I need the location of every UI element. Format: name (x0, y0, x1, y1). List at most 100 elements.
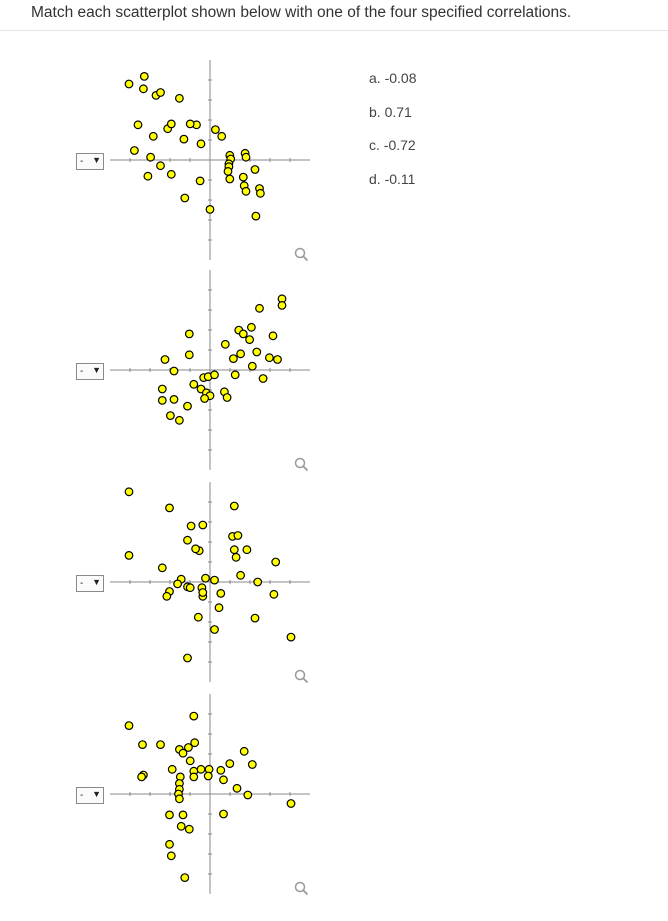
data-point (253, 577, 263, 587)
data-point (238, 172, 248, 182)
data-point (273, 355, 282, 364)
chevron-down-icon: ▼ (92, 365, 101, 375)
magnifier-handle (302, 255, 309, 262)
data-point (146, 152, 155, 162)
data-point (184, 329, 194, 339)
data-point (157, 384, 167, 394)
data-point (229, 545, 239, 555)
data-point (241, 152, 251, 162)
magnifier-lens (294, 669, 306, 681)
data-point (124, 487, 134, 497)
data-point (183, 401, 192, 411)
data-point (193, 612, 203, 622)
data-point (203, 771, 213, 781)
instruction-text: Match each scatterplot shown below with … (31, 4, 572, 21)
data-point (167, 764, 177, 774)
data-point (236, 349, 246, 359)
correlation-select-4[interactable]: - ▼ (76, 787, 104, 804)
correlation-select-3[interactable]: - ▼ (76, 575, 104, 592)
data-point (184, 350, 194, 360)
data-point (241, 186, 251, 196)
data-point (178, 748, 188, 758)
header-divider (0, 30, 668, 31)
data-point (173, 579, 182, 589)
data-point (252, 347, 262, 357)
magnifier-lens (294, 881, 306, 893)
answer-list: a. -0.08 b. 0.71 c. -0.72 d. -0.11 (369, 70, 416, 204)
data-point (183, 535, 192, 545)
data-point (162, 591, 172, 601)
data-point (277, 301, 287, 310)
data-point (196, 764, 206, 774)
data-point (251, 211, 261, 221)
scatterplot-3 (110, 477, 310, 687)
data-point (216, 765, 226, 775)
data-point (228, 354, 238, 363)
data-point (174, 794, 184, 804)
data-point (247, 361, 257, 371)
data-point (178, 810, 188, 820)
data-point (245, 335, 255, 344)
data-point (156, 161, 165, 171)
data-point (137, 772, 147, 782)
data-point (166, 119, 176, 129)
data-point (133, 120, 143, 130)
data-point (223, 166, 233, 176)
data-point (250, 613, 260, 623)
data-point (230, 370, 240, 380)
data-point (201, 573, 210, 583)
data-point (210, 125, 220, 134)
data-point (210, 575, 219, 585)
data-point (156, 740, 165, 749)
select-value: - (80, 366, 84, 377)
data-point (268, 331, 278, 341)
data-point (165, 503, 174, 513)
data-point (185, 583, 195, 593)
data-point (165, 839, 174, 849)
data-point (190, 738, 200, 748)
data-point (247, 760, 257, 769)
data-point (220, 339, 230, 349)
magnifier-icon[interactable] (294, 669, 309, 684)
answer-d: d. -0.11 (369, 170, 416, 187)
data-point (225, 759, 235, 768)
data-point (210, 370, 219, 380)
data-point (180, 193, 190, 203)
data-point (166, 411, 175, 421)
data-point (157, 395, 167, 405)
data-point (191, 544, 200, 554)
magnifier-icon[interactable] (294, 247, 309, 262)
magnifier-icon[interactable] (294, 881, 309, 896)
data-point (210, 625, 219, 634)
data-point (205, 204, 215, 214)
data-point (264, 353, 274, 363)
data-point (233, 531, 243, 540)
correlation-select-1[interactable]: - ▼ (76, 153, 104, 170)
data-point (242, 545, 252, 555)
data-point (269, 589, 279, 599)
data-point (124, 721, 134, 730)
chevron-down-icon: ▼ (92, 577, 101, 587)
data-point (250, 165, 260, 174)
data-point (174, 93, 184, 103)
chevron-down-icon: ▼ (92, 155, 101, 165)
answer-a: a. -0.08 (369, 70, 417, 86)
correlation-select-2[interactable]: - ▼ (76, 363, 104, 380)
magnifier-handle (302, 677, 309, 684)
data-point (198, 520, 208, 530)
data-point (186, 521, 196, 531)
data-point (139, 72, 149, 81)
chevron-down-icon: ▼ (92, 789, 101, 799)
magnifier-icon[interactable] (294, 457, 309, 472)
magnifier-handle (302, 465, 309, 472)
data-point (243, 790, 253, 800)
data-point (156, 88, 165, 97)
data-point (124, 550, 134, 560)
data-point (258, 374, 268, 383)
select-value: - (80, 578, 84, 589)
data-point (196, 139, 206, 149)
magnifier-lens (294, 247, 306, 259)
data-point (184, 824, 194, 834)
data-point (143, 171, 153, 181)
data-point (183, 743, 193, 752)
